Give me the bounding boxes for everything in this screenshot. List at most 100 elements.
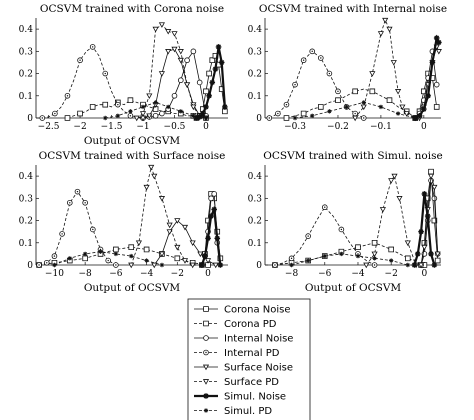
data-point <box>411 262 418 268</box>
x-tick-label: 0 <box>422 269 428 279</box>
data-point <box>212 66 219 72</box>
subplot-title: OCSVM trained with Internal noise <box>259 3 447 15</box>
data-point <box>174 255 181 262</box>
data-point <box>386 26 393 33</box>
data-point <box>215 44 222 50</box>
data-point <box>196 79 203 86</box>
data-point <box>82 251 88 257</box>
data-point <box>146 93 153 100</box>
y-tick-label: 0.3 <box>19 47 34 57</box>
data-point <box>102 101 109 108</box>
legend-marker <box>202 379 210 385</box>
data-point <box>413 115 418 121</box>
data-point <box>390 60 397 66</box>
data-point <box>166 229 173 235</box>
data-point <box>388 258 394 263</box>
data-point <box>404 240 411 247</box>
legend-label: Surface PD <box>224 377 279 388</box>
data-point <box>388 246 394 253</box>
data-point <box>82 255 88 262</box>
x-tick-label: 0 <box>421 122 427 132</box>
data-point <box>391 173 398 180</box>
series-surface-noise <box>417 173 441 269</box>
data-point <box>199 262 205 268</box>
data-point <box>171 31 178 37</box>
data-point <box>344 104 349 110</box>
data-point <box>418 228 424 235</box>
legend-label: Corona Noise <box>224 305 291 316</box>
data-point <box>431 195 438 202</box>
subplot-2: OCSVM trained with Internal noise 0 0.1 0.2… <box>248 3 447 132</box>
data-point <box>205 262 211 268</box>
y-tick-label: 0 <box>256 261 262 271</box>
x-tick-label: −1 <box>136 122 149 132</box>
legend-label: Internal PD <box>224 348 280 359</box>
legend-marker <box>203 393 209 399</box>
x-tick-label: −6 <box>109 269 123 279</box>
data-point <box>372 256 377 261</box>
y-tick-label: 0.4 <box>19 25 34 35</box>
data-point <box>433 81 440 88</box>
subplot-4: OCSVM trained with Simul. noise 0 0.1 0.2 0.… <box>248 150 443 294</box>
data-point <box>204 258 212 264</box>
data-point <box>146 113 153 120</box>
data-point <box>189 240 196 247</box>
y-tick-label: 0.4 <box>248 25 263 35</box>
data-point <box>67 256 72 261</box>
series-corona-pd <box>272 239 428 268</box>
data-point <box>327 109 332 114</box>
y-tick-label: 0 <box>27 114 33 124</box>
data-point <box>355 253 361 259</box>
x-tick-label: −2.5 <box>38 122 60 132</box>
data-point <box>165 49 172 55</box>
data-point <box>203 115 209 121</box>
legend-label: Corona PD <box>224 319 277 330</box>
data-point <box>399 104 406 111</box>
subplot-3: OCSVM trained with Surface noise 0 0.1 0.2 0… <box>19 150 228 294</box>
data-point <box>211 191 217 197</box>
data-point <box>113 246 119 253</box>
x-tick-label: −1.5 <box>101 122 123 132</box>
legend-marker <box>203 408 209 413</box>
legend-item: Corona PD <box>194 319 277 330</box>
data-point <box>377 31 384 37</box>
data-point <box>205 235 211 242</box>
series-line <box>274 242 425 266</box>
data-point <box>64 115 71 121</box>
data-point <box>434 251 441 258</box>
data-point <box>292 115 298 121</box>
data-point <box>382 17 389 24</box>
data-point <box>388 178 395 184</box>
legend: Corona Noise Corona PD Internal Noise Inter… <box>187 298 311 420</box>
data-point <box>196 114 203 120</box>
y-tick-label: 0.2 <box>19 70 33 80</box>
data-point <box>403 111 410 117</box>
series-surface-pd <box>363 173 420 269</box>
subplot-1: OCSVM trained with Corona noise 0 0.1 0.2 0.… <box>19 3 228 147</box>
series-line <box>136 24 207 119</box>
data-point <box>133 115 140 122</box>
data-point <box>139 111 147 117</box>
data-point <box>158 22 165 28</box>
legend-label: Surface Noise <box>224 363 293 374</box>
data-point <box>177 77 184 84</box>
legend-item: Surface Noise <box>194 363 293 374</box>
x-tick-label: −0.1 <box>370 122 392 132</box>
data-point <box>184 82 191 88</box>
data-point <box>212 262 219 269</box>
x-tick-label: −8 <box>79 269 93 279</box>
data-point <box>421 244 428 251</box>
legend-label: Simul. Noise <box>224 392 286 403</box>
x-tick-label: −10 <box>45 269 64 279</box>
data-point <box>191 113 196 118</box>
data-point <box>217 262 224 268</box>
data-point <box>158 251 166 258</box>
data-point <box>433 35 440 41</box>
data-point <box>128 262 135 269</box>
x-tick-label: −0.3 <box>284 122 306 132</box>
series-line <box>38 190 117 266</box>
data-point <box>113 251 119 257</box>
data-point <box>425 92 431 99</box>
data-point <box>89 104 96 110</box>
data-point <box>165 104 171 110</box>
